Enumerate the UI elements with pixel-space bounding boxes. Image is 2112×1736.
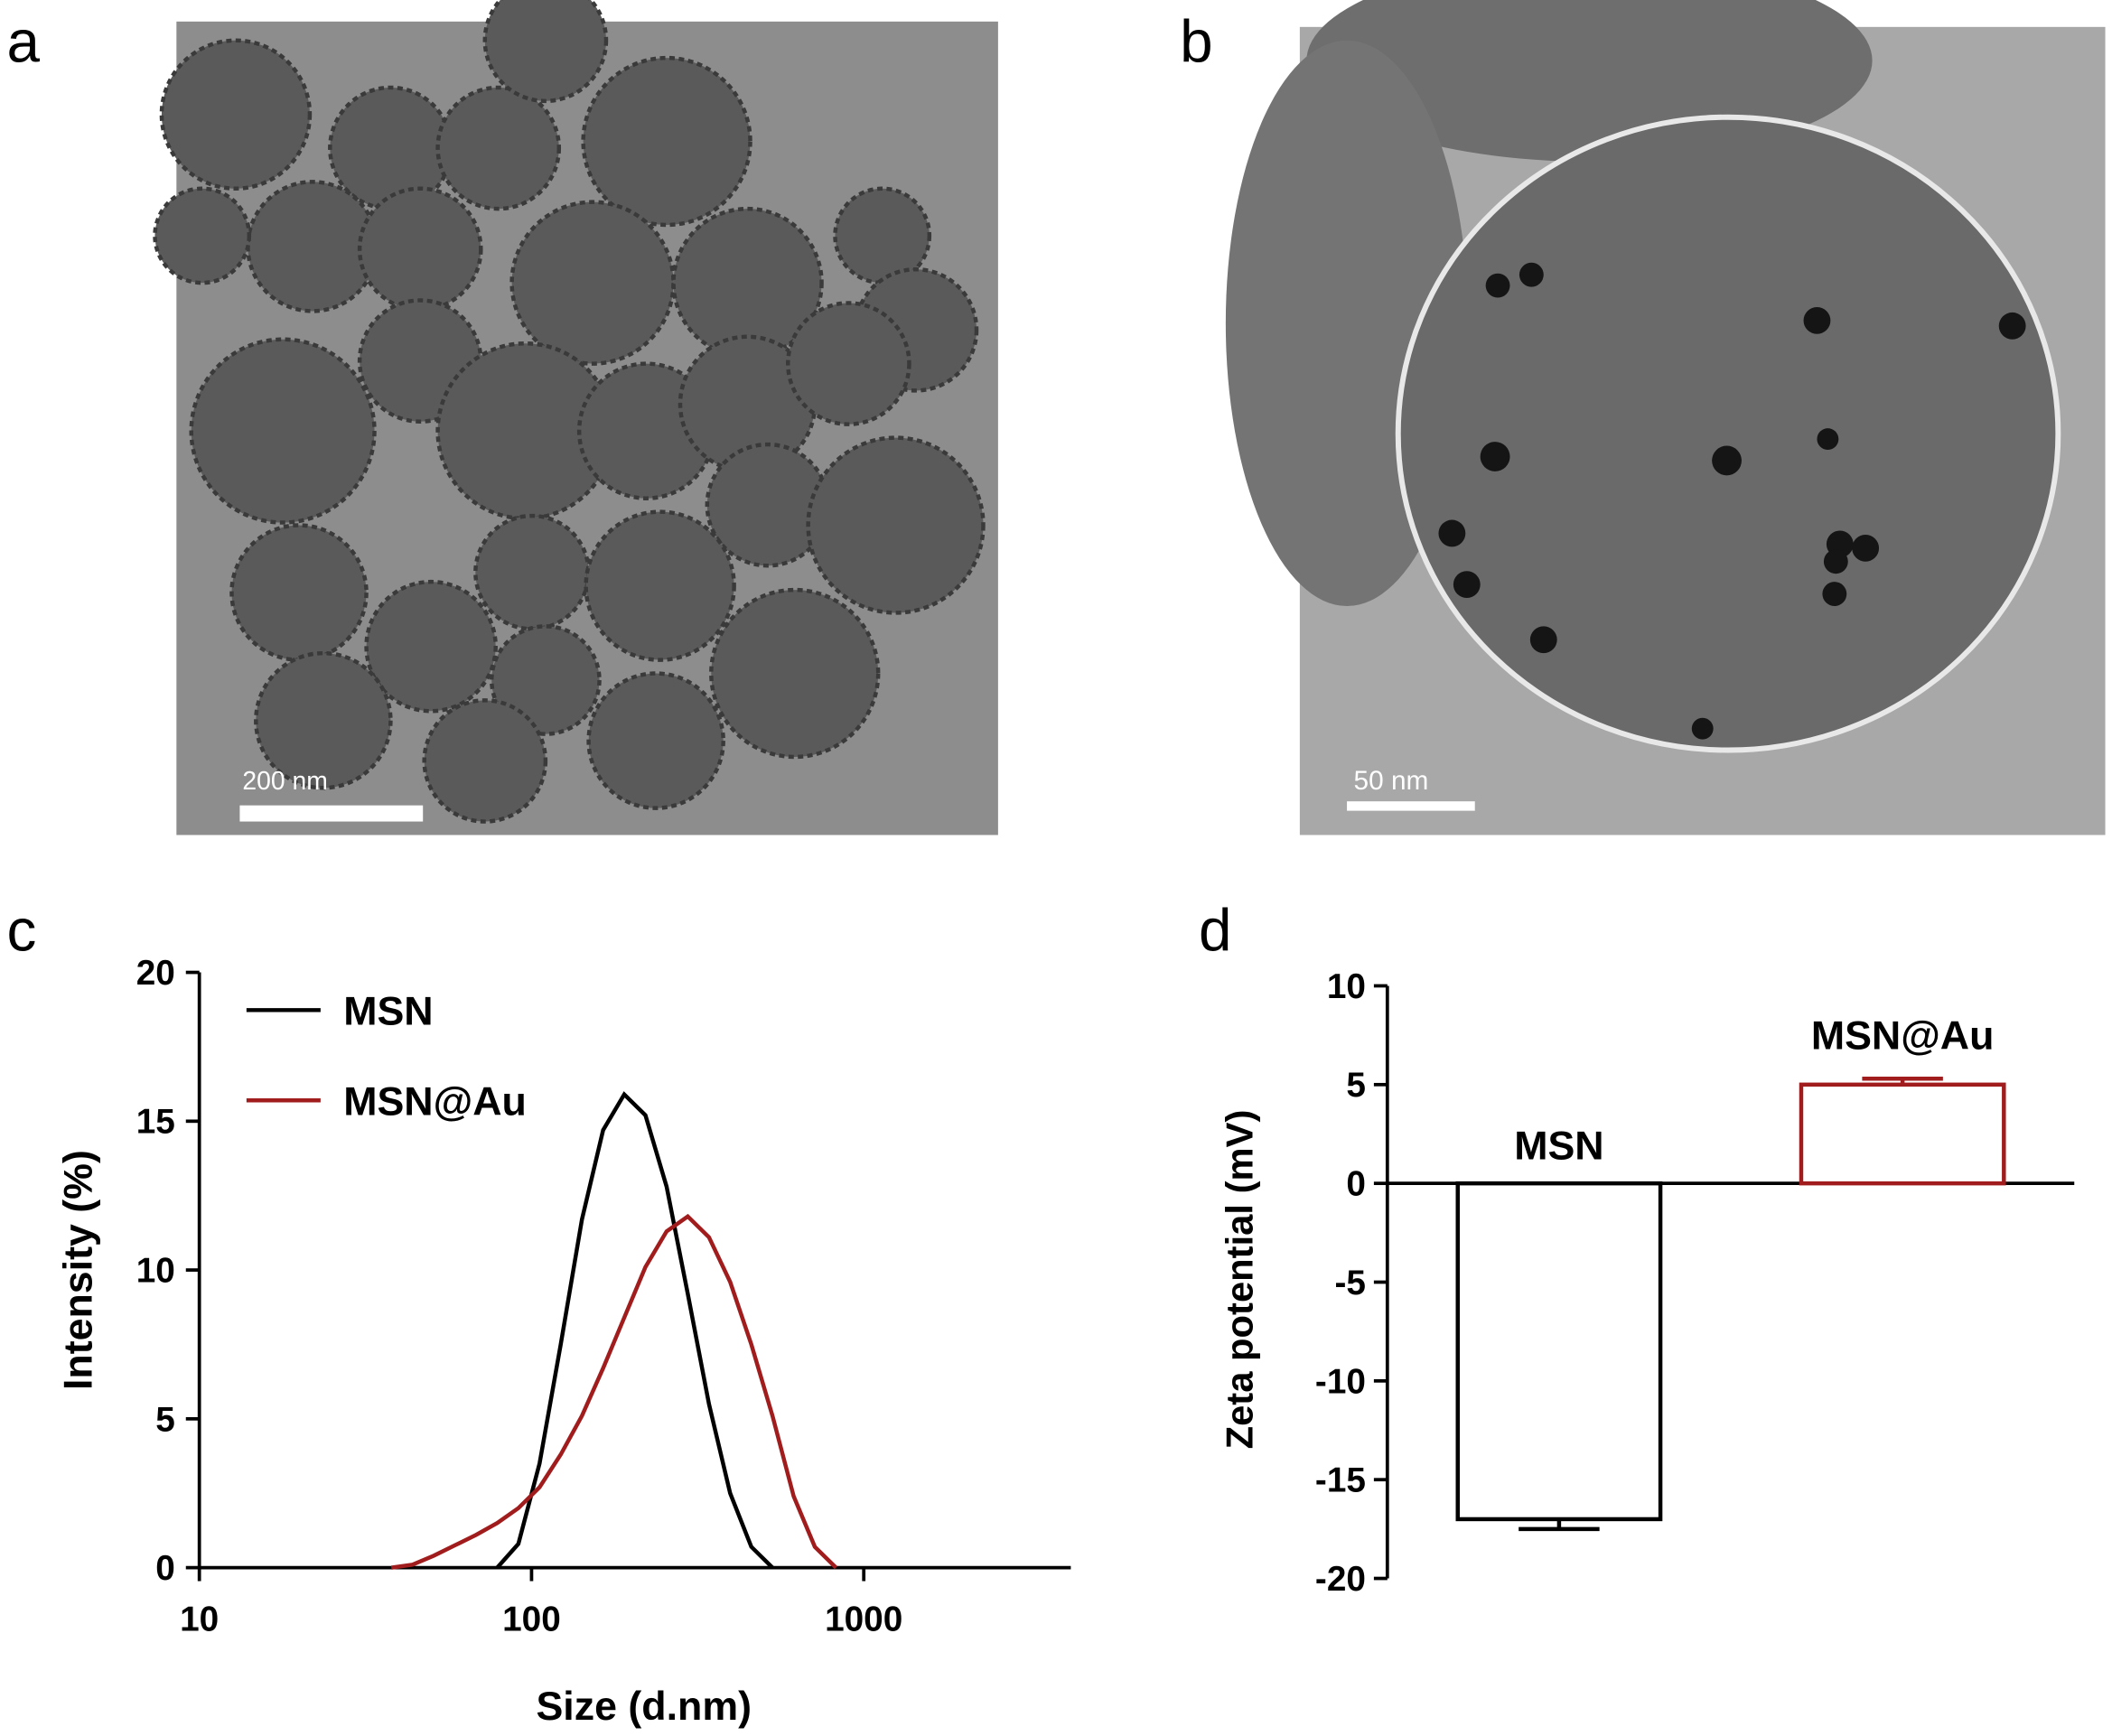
y-tick-label: 0 <box>1346 1165 1366 1204</box>
data-line <box>495 1091 774 1570</box>
panel-label: c <box>6 898 36 964</box>
panel-label: b <box>1180 9 1212 75</box>
scale-bar-label: 50 nm <box>1354 766 1429 796</box>
y-axis-title: Zeta potential (mV) <box>1219 1110 1261 1450</box>
data-line <box>390 1213 838 1570</box>
y-tick-label: 5 <box>155 1400 175 1439</box>
y-tick-label: 15 <box>136 1103 175 1142</box>
y-tick-label: 0 <box>155 1549 175 1588</box>
panel-label: d <box>1199 898 1231 964</box>
y-tick-label: 10 <box>136 1252 175 1291</box>
y-tick-label: -15 <box>1315 1461 1366 1500</box>
error-bar <box>1519 1518 1600 1532</box>
y-tick-label: 10 <box>1327 967 1366 1006</box>
bar <box>1799 1082 2006 1186</box>
category-label: MSN <box>1514 1124 1603 1168</box>
legend-label: MSN <box>343 990 433 1034</box>
x-tick-label: 100 <box>502 1601 561 1639</box>
x-axis-title: Size (d.nm) <box>536 1685 752 1729</box>
y-tick-label: 20 <box>136 954 175 993</box>
scale-bar-label: 200 nm <box>242 767 328 796</box>
tem-image: 50 nm <box>1225 0 2106 835</box>
x-tick-label: 1000 <box>825 1601 902 1639</box>
y-tick-label: -20 <box>1315 1560 1366 1599</box>
y-tick-label: 5 <box>1346 1066 1366 1105</box>
tem-image: 200 nm <box>153 0 998 835</box>
bar <box>1455 1181 1663 1522</box>
y-axis-title: Intensity (%) <box>56 1150 100 1390</box>
legend-label: MSN@Au <box>343 1080 527 1125</box>
y-tick-label: -5 <box>1334 1264 1365 1302</box>
x-tick-label: 10 <box>180 1601 219 1639</box>
category-label: MSN@Au <box>1811 1013 1995 1058</box>
error-bar <box>1862 1077 1943 1085</box>
panel-label: a <box>6 9 40 75</box>
y-tick-label: -10 <box>1315 1362 1366 1401</box>
